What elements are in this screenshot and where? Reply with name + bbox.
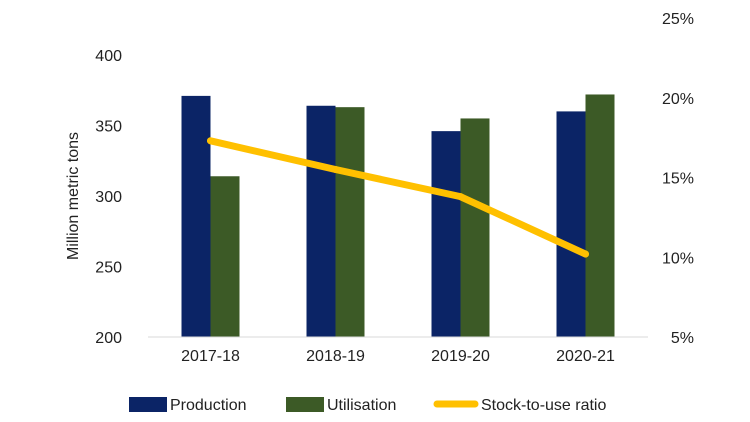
- y2-tick-label: 25%: [662, 11, 694, 28]
- y-tick-label: 200: [95, 330, 122, 347]
- ratio-point: [582, 250, 589, 258]
- x-tick-label: 2017-18: [181, 348, 240, 365]
- y2-tick-label: 5%: [671, 330, 694, 347]
- y-tick-label: 350: [95, 119, 122, 136]
- y-tick-label: 300: [95, 189, 122, 206]
- utilisation-bar: [335, 107, 365, 337]
- y2-tick-label: 20%: [662, 91, 694, 108]
- production-bar: [306, 105, 336, 337]
- production-bar: [556, 111, 586, 338]
- stock-to-use-ratio-line: [207, 137, 589, 258]
- y2-tick-label: 10%: [662, 250, 694, 267]
- ratio-point: [457, 193, 464, 201]
- ratio-line: [207, 137, 589, 258]
- legend-swatch: [129, 397, 167, 412]
- x-tick-label: 2018-19: [306, 348, 365, 365]
- right-axis-ticks: 5% 10% 15% 20% 25%: [662, 11, 694, 347]
- legend: Production Utilisation Stock-to-use ratio: [129, 397, 606, 414]
- bars: [181, 94, 615, 338]
- utilisation-bar: [210, 176, 240, 337]
- ratio-point: [332, 166, 339, 174]
- production-bar: [181, 95, 211, 337]
- production-bar: [431, 131, 461, 337]
- utilisation-bar: [585, 94, 615, 337]
- x-axis-ticks: 2017-18 2018-19 2019-20 2020-21: [181, 348, 615, 365]
- ratio-point: [207, 137, 214, 145]
- y-axis-label: Million metric tons: [65, 132, 82, 260]
- legend-label: Stock-to-use ratio: [481, 397, 606, 414]
- left-axis-ticks: 200 250 300 350 400: [95, 48, 122, 347]
- y-tick-label: 250: [95, 260, 122, 277]
- x-tick-label: 2019-20: [431, 348, 490, 365]
- y-tick-label: 400: [95, 48, 122, 65]
- legend-label: Utilisation: [327, 397, 396, 414]
- x-tick-label: 2020-21: [556, 348, 615, 365]
- legend-label: Production: [170, 397, 247, 414]
- utilisation-bar: [460, 118, 490, 337]
- y2-tick-label: 15%: [662, 171, 694, 188]
- legend-swatch: [286, 397, 324, 412]
